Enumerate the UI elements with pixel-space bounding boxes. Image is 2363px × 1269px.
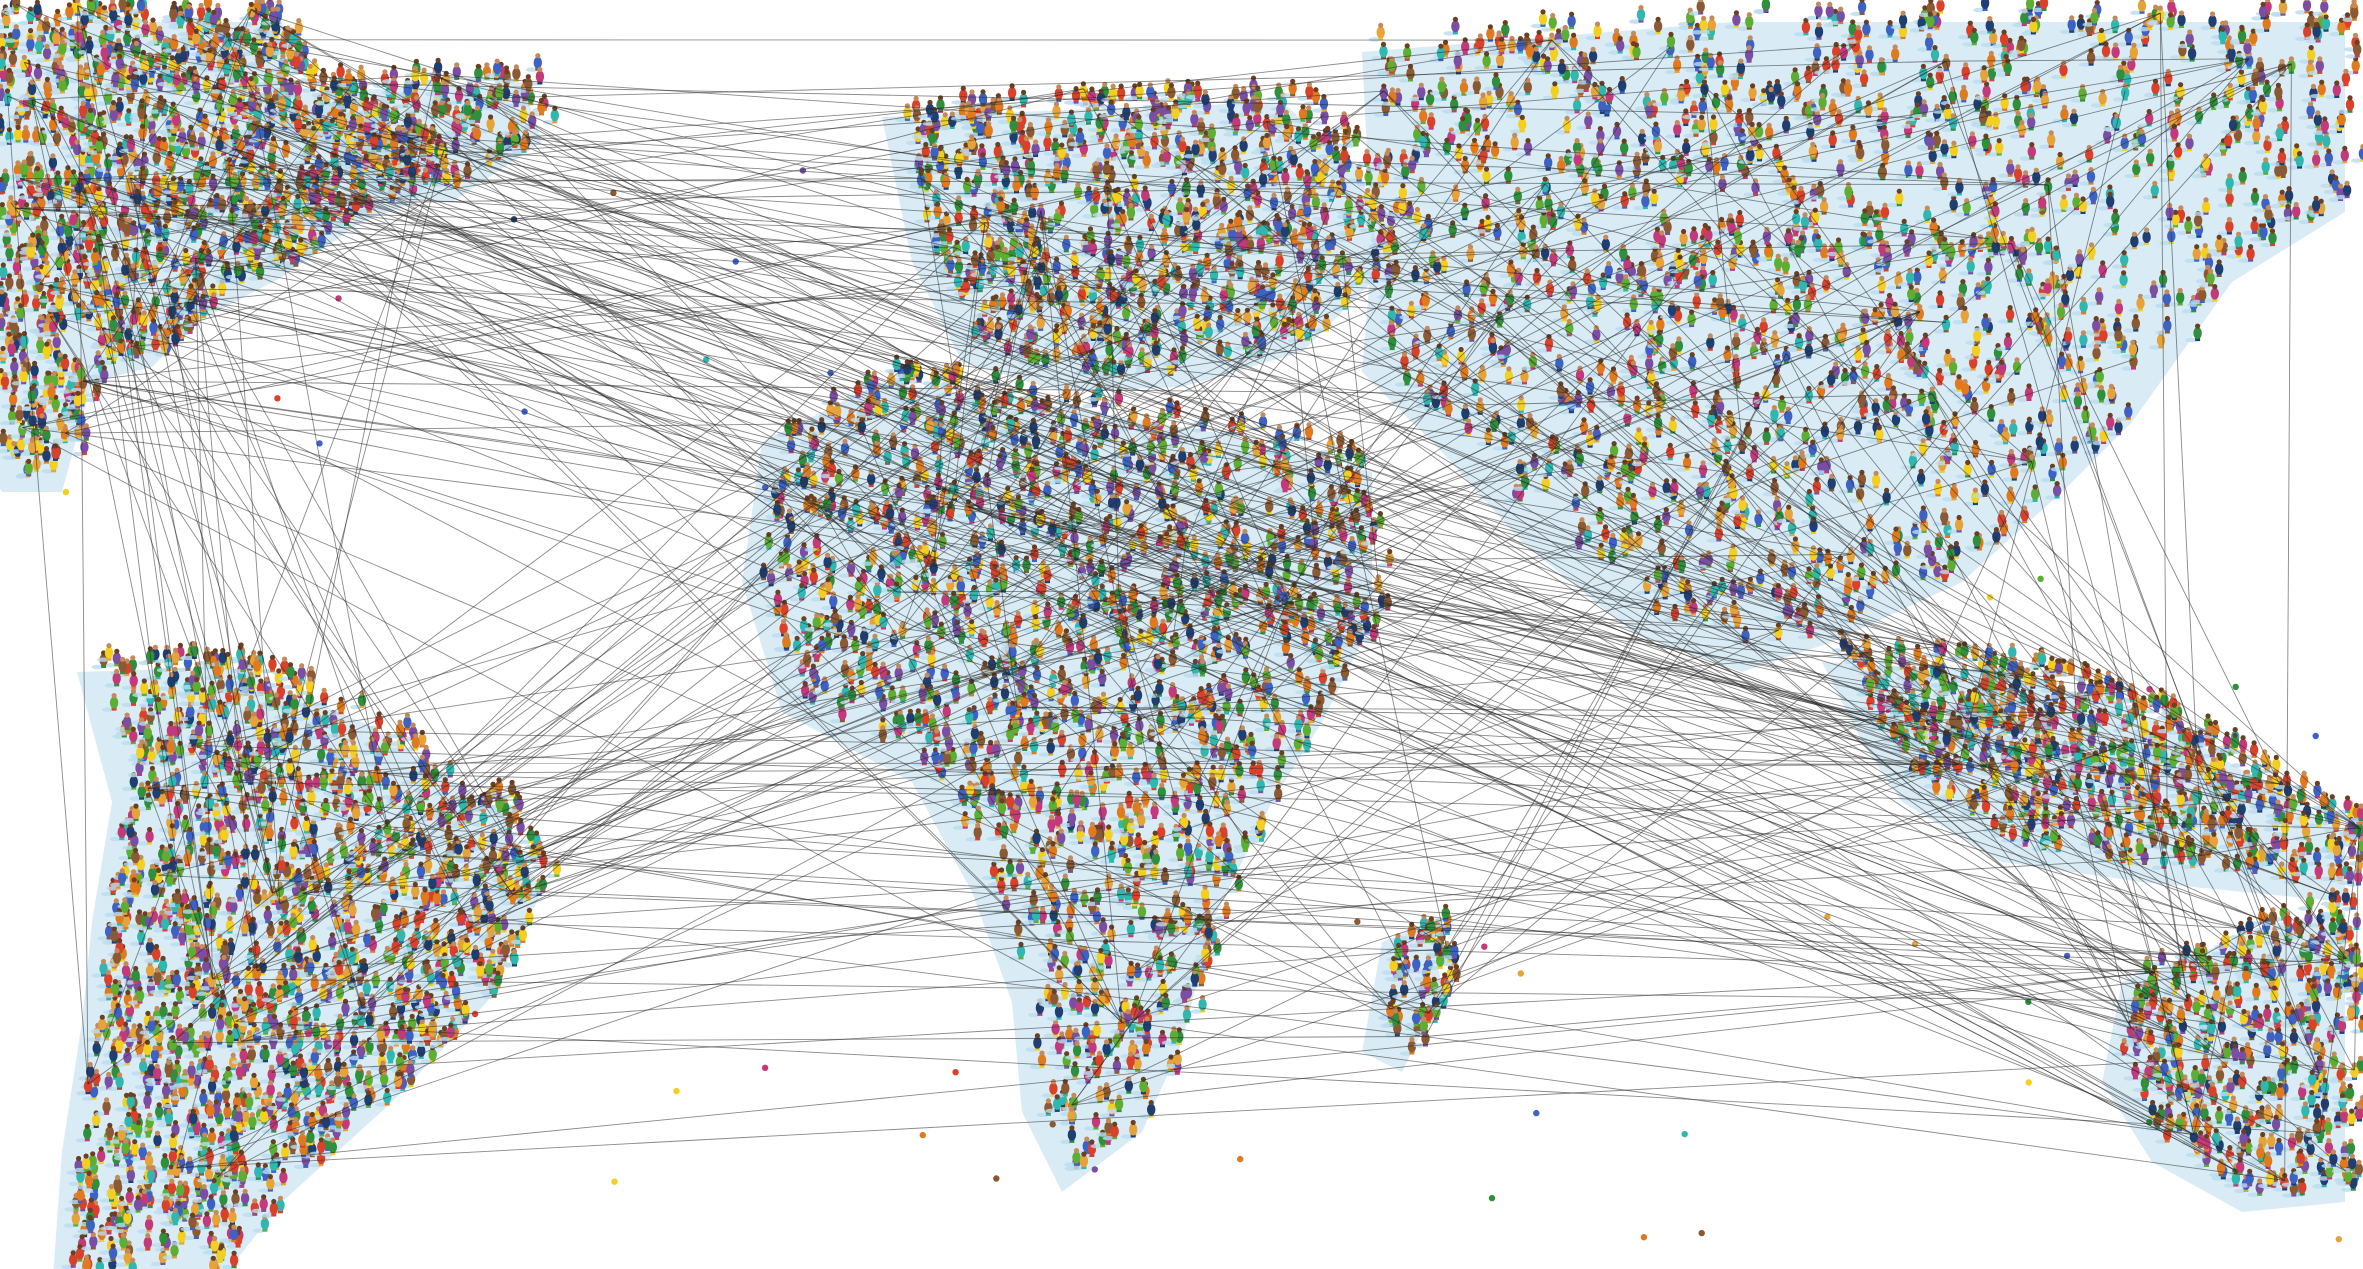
person-figure <box>116 108 133 127</box>
asia-shadow <box>1362 22 2345 672</box>
person-figure <box>26 63 43 83</box>
